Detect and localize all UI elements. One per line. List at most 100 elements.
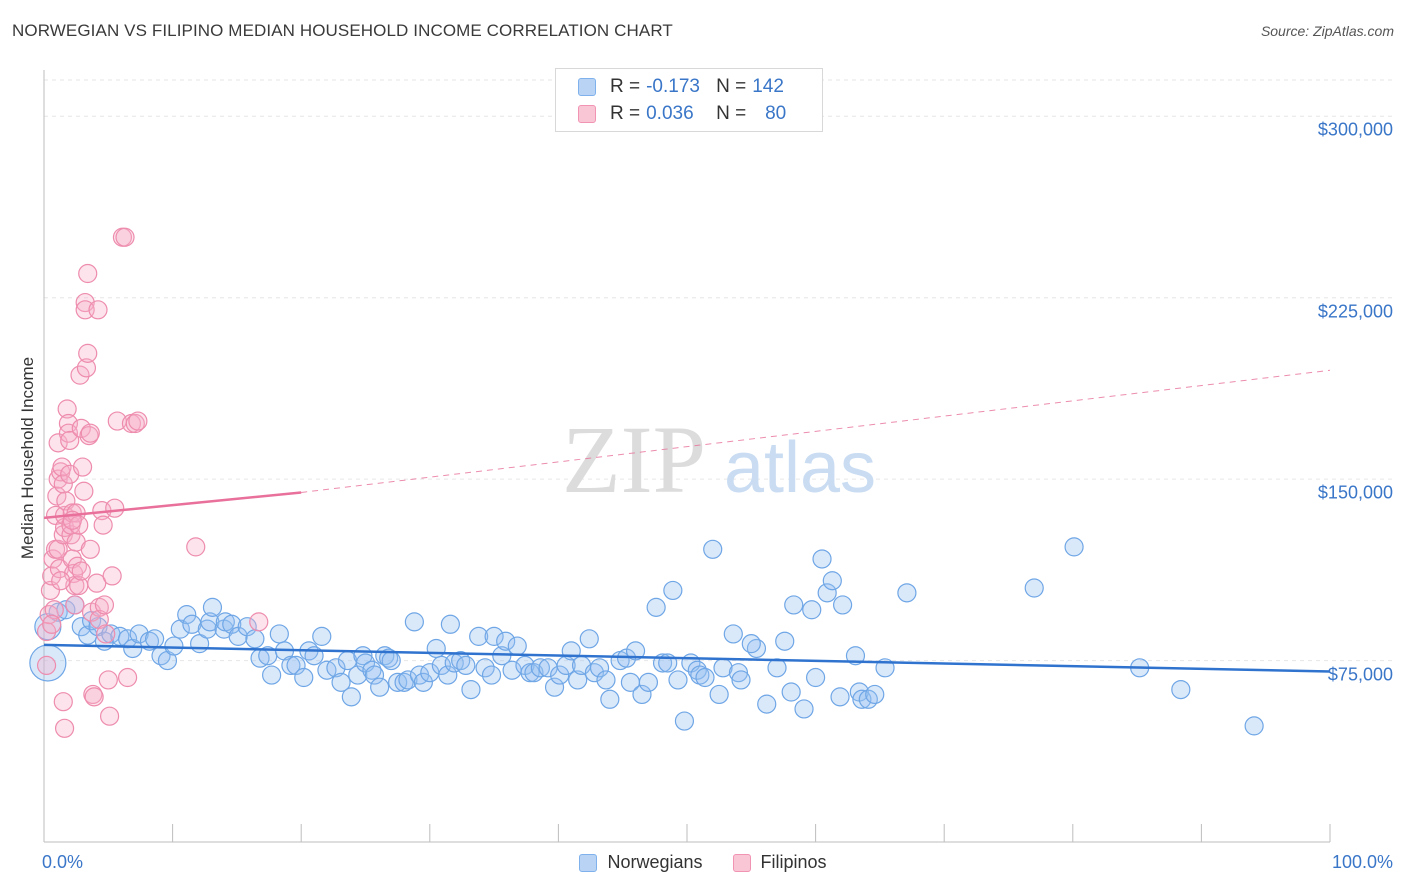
filipino-point [125, 413, 145, 434]
norwegian-point [1171, 679, 1191, 700]
filipino-point [186, 537, 206, 557]
legend-item-norwegians: Norwegians [579, 852, 703, 873]
norwegian-point [852, 689, 872, 709]
gridlines [44, 79, 1392, 662]
norwegian-point [461, 679, 481, 700]
filipino-point [93, 515, 113, 535]
norwegian-point [802, 600, 822, 620]
norwegian-point [484, 626, 504, 646]
filipino-point [52, 457, 72, 477]
norwegian-point [767, 658, 787, 678]
legend-swatch-filipinos [732, 853, 751, 872]
norwegian-point [728, 663, 749, 683]
norwegian-point [1064, 537, 1084, 557]
norwegian-point [638, 672, 659, 692]
norwegian-point [550, 665, 570, 685]
legend-row-filipinos: R = 0.036 N = 80 [578, 103, 786, 125]
filipino-point [80, 423, 100, 443]
norwegian-point [404, 612, 424, 632]
norwegian-point [805, 667, 826, 688]
watermark-zip: ZIP [562, 406, 706, 513]
legend-n-label: N = [716, 76, 747, 97]
norwegian-point [413, 672, 433, 692]
legend-swatch-filipinos [578, 105, 596, 123]
norwegian-point [507, 636, 527, 656]
norwegian-point [469, 626, 489, 646]
filipino-point [78, 343, 98, 363]
norwegian-point [164, 636, 184, 656]
norwegian-point [269, 624, 289, 644]
legend-label-norwegians: Norwegians [607, 852, 703, 872]
norwegian-point [530, 658, 550, 678]
filipinos-trend-line [43, 491, 302, 520]
norwegian-point [663, 580, 683, 601]
norwegian-point [341, 687, 361, 707]
norwegian-point [865, 684, 885, 705]
filipino-point [84, 687, 104, 707]
filipino-point [71, 418, 91, 438]
norwegian-point [481, 665, 502, 685]
legend-r-label: R = [610, 103, 641, 124]
norwegian-point [364, 665, 385, 685]
norwegian-point [144, 629, 165, 649]
norwegian-point [202, 597, 223, 617]
norwegian-point [398, 670, 418, 690]
norwegians-points [29, 537, 1264, 736]
trend-lines [43, 369, 1331, 673]
filipino-point [249, 612, 269, 632]
norwegian-point [1244, 716, 1264, 736]
filipino-point [88, 300, 108, 320]
filipino-point [102, 566, 122, 586]
y-tick-label: $75,000 [1327, 664, 1393, 685]
axes [43, 70, 1331, 843]
filipino-point [53, 692, 73, 712]
filipino-point [96, 624, 116, 644]
legend-swatch-norwegians [579, 853, 598, 872]
norwegian-point [381, 650, 401, 671]
norwegian-point [129, 624, 149, 644]
norwegian-point [1024, 578, 1044, 598]
legend-r-value: 0.036 [646, 103, 694, 124]
filipino-point [80, 539, 100, 559]
norwegian-point [897, 583, 917, 603]
norwegian-point [709, 684, 729, 705]
norwegian-point [794, 699, 814, 719]
norwegian-point [703, 539, 723, 559]
y-tick-label: $150,000 [1317, 482, 1393, 503]
filipinos-trend-extension [301, 369, 1331, 493]
legend-row-norwegians: R = -0.173 N = 142 [578, 76, 784, 98]
filipino-point [105, 498, 125, 518]
norwegian-point [222, 614, 242, 634]
legend-r-label: R = [610, 76, 641, 97]
legend-item-filipinos: Filipinos [732, 852, 827, 873]
norwegian-point [674, 711, 695, 731]
filipino-point [47, 486, 67, 506]
filipino-point [65, 595, 85, 615]
legend-swatch-norwegians [578, 78, 596, 96]
norwegian-point [197, 619, 217, 639]
norwegian-point [579, 629, 599, 649]
norwegian-point [833, 595, 853, 615]
norwegian-point [177, 605, 197, 625]
norwegian-point [475, 658, 495, 678]
norwegian-point [438, 665, 458, 685]
chart-title: NORWEGIAN VS FILIPINO MEDIAN HOUSEHOLD I… [12, 21, 673, 40]
norwegian-point [245, 629, 265, 649]
correlation-legend: R = -0.173 N = 142 R = 0.036 N = 80 [555, 68, 823, 132]
norwegian-point [723, 624, 743, 644]
norwegian-point [784, 595, 804, 615]
norwegian-point [781, 682, 801, 702]
norwegian-point [312, 626, 332, 646]
norwegian-point [237, 617, 257, 637]
filipino-point [36, 655, 57, 676]
series-legend: Norwegians Filipinos [0, 852, 1406, 873]
filipino-point [99, 706, 120, 726]
norwegian-point [544, 677, 565, 697]
filipino-point [51, 571, 71, 591]
norwegian-point [262, 665, 282, 685]
filipino-point [98, 670, 118, 690]
x-tick-label-max: 100.0% [1331, 852, 1393, 872]
norwegian-point [775, 631, 795, 651]
norwegian-point [568, 670, 588, 690]
